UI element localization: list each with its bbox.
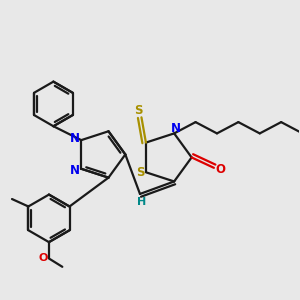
Text: O: O	[215, 163, 225, 176]
Text: N: N	[70, 164, 80, 177]
Text: S: S	[136, 166, 145, 179]
Text: O: O	[39, 254, 48, 263]
Text: N: N	[70, 132, 80, 145]
Text: N: N	[171, 122, 181, 135]
Text: H: H	[137, 197, 146, 207]
Text: S: S	[134, 104, 143, 117]
